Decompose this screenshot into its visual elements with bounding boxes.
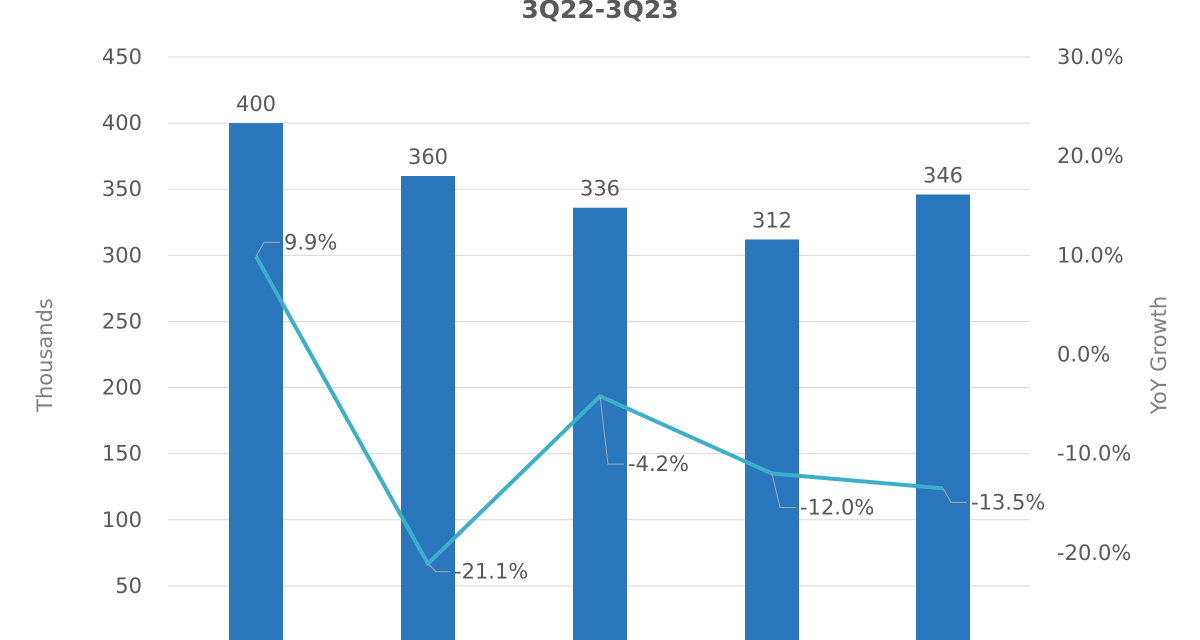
line-value-label: -13.5% — [971, 490, 1045, 514]
right-tick-label: 20.0% — [1057, 144, 1124, 168]
bar — [573, 207, 627, 640]
left-tick-label: 200 — [102, 376, 142, 400]
left-tick-label: 450 — [102, 45, 142, 69]
right-tick-label: -10.0% — [1057, 442, 1131, 466]
leader-line — [942, 488, 967, 503]
bar-value-label: 346 — [923, 164, 963, 188]
left-tick-label: 350 — [102, 177, 142, 201]
bar — [745, 239, 799, 640]
line-value-label: -21.1% — [454, 560, 528, 584]
bar-series: 400 360 336 312 346 — [229, 92, 970, 640]
left-tick-label: 50 — [115, 574, 142, 598]
right-axis-ticks: 30.0% 20.0% 10.0% 0.0% -10.0% -20.0% — [1057, 45, 1131, 565]
right-tick-label: 30.0% — [1057, 45, 1124, 69]
line-series: 9.9% -21.1% -4.2% -12.0% -13.5% — [254, 230, 1045, 584]
right-tick-label: 10.0% — [1057, 243, 1124, 267]
right-tick-label: -20.0% — [1057, 541, 1131, 565]
bar — [229, 123, 283, 640]
left-tick-label: 100 — [102, 508, 142, 532]
bar — [916, 194, 970, 640]
right-axis-title: YoY Growth — [1147, 296, 1171, 415]
left-tick-label: 150 — [102, 442, 142, 466]
leader-line — [771, 473, 796, 508]
line-value-label: 9.9% — [284, 230, 337, 254]
left-tick-label: 400 — [102, 111, 142, 135]
line-value-label: -4.2% — [628, 452, 689, 476]
leader-line — [427, 563, 450, 573]
bar-value-label: 312 — [752, 208, 792, 232]
line-value-label: -12.0% — [800, 496, 874, 520]
bar-value-label: 360 — [408, 145, 448, 169]
bar-value-label: 400 — [236, 92, 276, 116]
bar — [401, 176, 455, 640]
left-axis-ticks: 50 100 150 200 250 300 350 400 450 — [102, 45, 142, 598]
chart-title: 3Q22-3Q23 — [521, 0, 678, 24]
right-tick-label: 0.0% — [1057, 343, 1110, 367]
left-tick-label: 300 — [102, 243, 142, 267]
left-axis-title: Thousands — [33, 298, 57, 413]
left-tick-label: 250 — [102, 309, 142, 333]
leader-line — [599, 396, 624, 465]
bar-value-label: 336 — [580, 177, 620, 201]
leader-line — [255, 241, 280, 257]
